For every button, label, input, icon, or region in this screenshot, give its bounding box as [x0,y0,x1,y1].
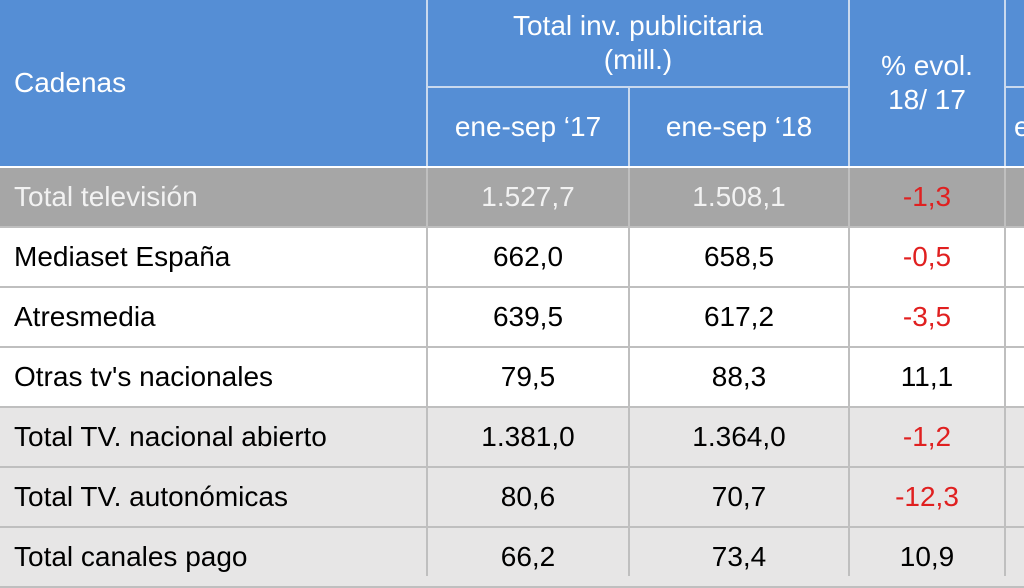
column-divider [426,168,428,576]
row-divider [0,286,1024,288]
header-evol-line2: 18/ 17 [888,84,966,115]
cell-evol: -3,5 [902,301,952,332]
table-row [0,168,1024,226]
cell-value-2017: 66,2 [500,541,556,572]
header-divider [1004,86,1024,88]
cell-value-2017: 1.527,7 [481,181,575,212]
header-cadenas-label: Cadenas [14,67,127,98]
table-row [0,228,1024,286]
header-divider [1004,0,1006,166]
header-evol: % evol. 18/ 17 [850,0,1004,166]
row-divider [0,406,1024,408]
cell-value-2018: 658,5 [703,241,775,272]
cell-cadena: Total TV. autonómicas [14,481,288,512]
header-partial-right: e [1006,88,1024,166]
header-total-inv: Total inv. publicitaria (mill.) [428,0,848,86]
row-divider [0,466,1024,468]
header-col-2017-label: ene-sep ‘17 [454,111,602,142]
cell-value-2017: 662,0 [492,241,564,272]
header-divider [426,0,428,166]
cell-value-2017: 80,6 [500,481,556,512]
cell-cadena: Atresmedia [14,301,156,332]
header-divider [628,86,630,166]
cell-cadena: Total TV. nacional abierto [14,421,327,452]
cell-value-2018: 73,4 [711,541,767,572]
header-total-inv-line2: (mill.) [603,44,673,75]
cell-cadena: Otras tv's nacionales [14,361,274,392]
row-divider [0,526,1024,528]
cell-value-2017: 79,5 [500,361,556,392]
table-row [0,348,1024,406]
header-partial-right-label: e [1014,111,1024,142]
cell-value-2017: 639,5 [492,301,564,332]
header-col-2017: ene-sep ‘17 [428,88,628,166]
cell-value-2018: 617,2 [703,301,775,332]
cell-value-2018: 1.364,0 [692,421,786,452]
cell-evol: -1,2 [902,421,952,452]
cell-evol: -1,3 [902,181,952,212]
row-divider [0,346,1024,348]
cell-evol: 10,9 [899,541,955,572]
column-divider [1004,168,1006,576]
cell-value-2018: 88,3 [711,361,767,392]
cell-cadena: Total televisión [14,181,198,212]
row-divider [0,226,1024,228]
cell-value-2018: 70,7 [711,481,767,512]
header-evol-line1: % evol. [881,50,973,81]
header-col-2018: ene-sep ‘18 [630,88,848,166]
header-divider [848,0,850,166]
header-cadenas: Cadenas [0,0,426,166]
cell-cadena: Total canales pago [14,541,248,572]
header-total-inv-line1: Total inv. publicitaria [512,10,764,41]
cell-evol: -12,3 [895,481,959,512]
cell-evol: -0,5 [902,241,952,272]
cell-evol: 11,1 [900,361,954,392]
table-row [0,288,1024,346]
table-row [0,468,1024,526]
column-divider [628,168,630,576]
header-col-2018-label: ene-sep ‘18 [665,111,813,142]
cell-cadena: Mediaset España [14,241,231,272]
header-divider [426,86,850,88]
cell-value-2018: 1.508,1 [692,181,786,212]
table-row [0,408,1024,466]
cell-value-2017: 1.381,0 [481,421,575,452]
column-divider [848,168,850,576]
